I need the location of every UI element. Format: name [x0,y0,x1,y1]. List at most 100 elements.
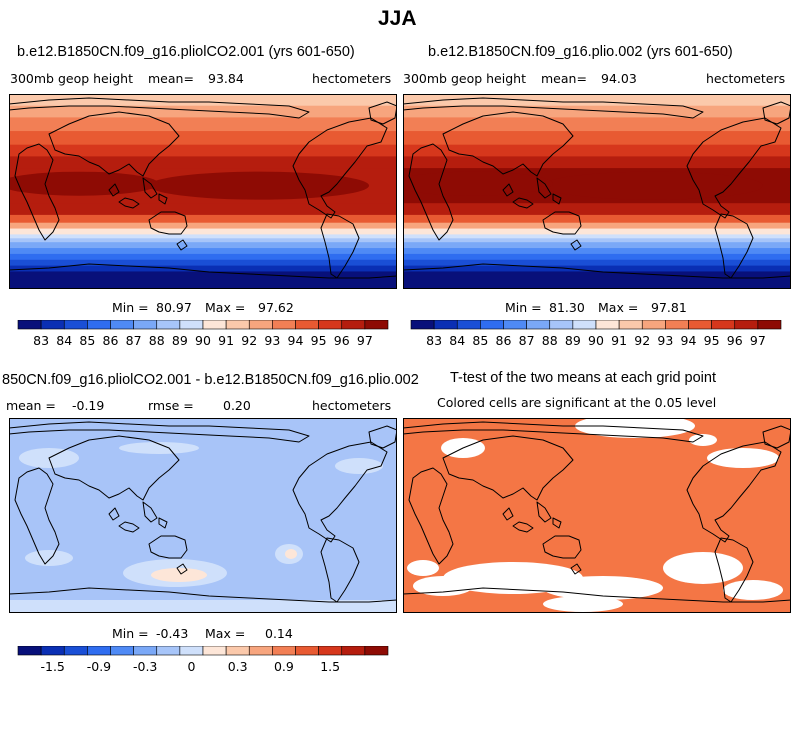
diff-positive-2 [285,549,297,559]
panel3-colorbar-box-1 [17,646,42,656]
height-band-6 [403,156,791,169]
height-band-4 [9,131,397,146]
panel1-colorbar-box-12 [272,320,296,330]
coastline-12 [512,521,534,533]
panel1-colorbar-box-10 [225,320,250,330]
height-band-15 [9,248,397,255]
panel1-mean-value: 93.84 [208,71,244,86]
panel4-map [403,418,791,613]
coastline-8 [542,211,582,235]
panel3-colorbar: -1.5 -0.9 -0.3 0 0.3 0.9 1.5 [17,646,389,674]
panel1-colorbar-box-2 [40,320,65,330]
panel2-colorbar-box-10 [618,320,643,330]
coastline-4 [14,467,60,565]
panel3-colorbar-box-8 [179,646,204,656]
panel2-colorbar-tick-label: 91 [611,333,627,348]
coastline-4 [408,467,454,565]
coastline-7 [552,517,562,529]
panel1-colorbar-tick-label: 88 [149,333,165,348]
panel3-colorbar-tick-label: -0.9 [87,659,111,674]
height-band-5 [403,144,791,157]
coastline-9 [176,563,188,575]
height-band-3 [403,117,791,132]
coastline-13 [502,507,514,521]
height-band-2 [403,105,791,118]
panel1-colorbar-box-4 [87,320,111,330]
panel2-colorbar-tick-label: 97 [750,333,766,348]
height-band-4 [403,131,791,146]
height-band-3 [9,117,397,132]
panel1-colorbar-box-16 [364,320,389,330]
panel1-colorbar-tick-label: 95 [311,333,327,348]
panel3-colorbar-box-2 [40,646,65,656]
panel1-colorbar-tick-label: 92 [241,333,257,348]
panel2-colorbar-box-4 [480,320,504,330]
panel3-colorbar-box-3 [63,646,88,656]
panel2-map [403,94,791,289]
height-band-6 [9,156,397,169]
panel3-colorbar-tick-label: 1.5 [320,659,340,674]
not-significant-region-4 [689,434,717,446]
coastline-11 [9,587,397,603]
panel2-colorbar-tick-label: 92 [634,333,650,348]
panel1-colorbar-tick-label: 86 [103,333,119,348]
panel2-units: hectometers [706,71,786,86]
panel3-rmse-value: 0.20 [223,398,251,413]
diff-positive-1 [151,568,207,582]
coastline-2 [320,213,360,279]
coastline-10 [9,421,310,443]
panel1-colorbar-tick-label: 96 [334,333,350,348]
height-band-1 [403,94,791,107]
panel1-max-label: Max = [205,300,246,315]
panel3-max-label: Max = [205,626,246,641]
panel1-colorbar-tick-label: 91 [218,333,234,348]
panel3-title: 850CN.f09_g16.pliolCO2.001 - b.e12.B1850… [2,372,419,388]
panel2-colorbar-tick-label: 86 [496,333,512,348]
panel1-colorbar-tick-label: 90 [195,333,211,348]
panel3-colorbar-box-4 [87,646,111,656]
panel1-min-label: Min = [112,300,149,315]
panel2-colorbar-box-16 [757,320,782,330]
panel3-colorbar-box-11 [248,646,273,656]
map-frame [403,94,791,289]
panel3-colorbar-box-14 [318,646,343,656]
panel3-colorbar-tick-label: -0.3 [133,659,157,674]
panel2-colorbar-box-8 [572,320,597,330]
panel2-colorbar-box-6 [526,320,551,330]
panel1-colorbar-tick-label: 89 [172,333,188,348]
panel2-colorbar-box-5 [503,320,527,330]
panel2-colorbar-box-1 [410,320,435,330]
height-band-13 [9,238,397,243]
height-band-17 [403,259,791,267]
panel2-colorbar-tick-label: 94 [681,333,697,348]
panel1-colorbar-tick-label: 97 [357,333,373,348]
panel2-colorbar-tick-label: 88 [542,333,558,348]
panel2-colorbar-box-13 [688,320,712,330]
height-band-18 [403,265,791,273]
diff-anomaly-3 [119,442,199,454]
panel2-max-label: Max = [598,300,639,315]
panel3-units: hectometers [312,398,392,413]
panel1-map [9,94,397,289]
coastline-8 [542,535,582,559]
panel1-colorbar-tick-label: 85 [79,333,95,348]
height-band-1 [9,94,397,107]
panel1-title: b.e12.B1850CN.f09_g16.pliolCO2.001 (yrs … [17,44,355,60]
panel3-max-value: 0.14 [265,626,293,641]
map-frame [9,418,397,613]
panel3-colorbar-tick-label: -1.5 [40,659,64,674]
height-band-15 [403,248,791,255]
panel1-colorbar-box-13 [295,320,319,330]
panel1-colorbar-box-7 [156,320,181,330]
height-band-10 [403,222,791,230]
panel2-colorbar-box-14 [711,320,736,330]
panel3-map [9,418,397,613]
height-band-9 [9,214,397,224]
height-band-16 [9,253,397,261]
panel2-colorbar-tick-label: 95 [704,333,720,348]
panel3-colorbar-box-5 [110,646,134,656]
panel1-colorbar-tick-label: 87 [126,333,142,348]
not-significant-region-3 [707,448,779,468]
coastline-7 [552,193,562,205]
panel2-colorbar-box-9 [595,320,620,330]
